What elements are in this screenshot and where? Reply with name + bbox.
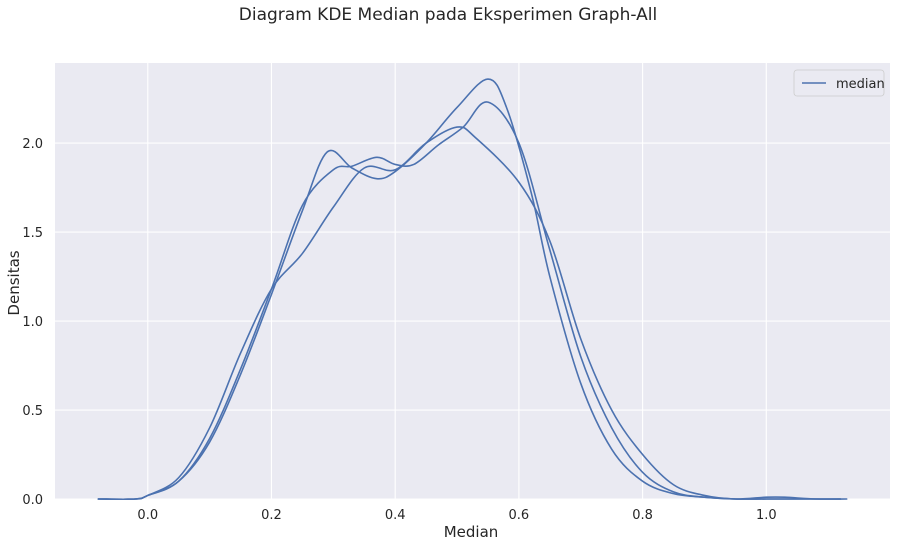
x-tick-label: 0.0 [137, 508, 158, 523]
x-tick-label: 0.8 [632, 508, 653, 523]
chart-title: Diagram KDE Median pada Eksperimen Graph… [239, 5, 657, 25]
legend: median [793, 69, 885, 97]
y-tick-label: 1.5 [22, 226, 43, 241]
x-axis-label: Median [444, 523, 499, 541]
x-tick-label: 0.2 [261, 508, 282, 523]
series-line-3 [97, 126, 848, 501]
plot-area [55, 63, 890, 499]
y-tick-label: 2.0 [22, 137, 43, 152]
y-gridlines [55, 142, 890, 500]
x-tick-label: 1.0 [756, 508, 777, 523]
series-layer [97, 78, 848, 501]
y-tick-label: 1.0 [22, 315, 43, 330]
y-tick-label: 0.0 [22, 493, 43, 508]
x-tick-label: 0.4 [385, 508, 406, 523]
x-gridlines [147, 63, 767, 499]
series-line-2 [97, 101, 842, 501]
legend-label: median [836, 77, 885, 92]
y-tick-label: 0.5 [22, 404, 43, 419]
legend-box [793, 69, 885, 97]
y-axis-label: Densitas [5, 250, 23, 315]
x-tick-labels: 0.0 0.2 0.4 0.6 0.8 1.0 [137, 508, 776, 523]
x-tick-label: 0.6 [509, 508, 530, 523]
y-tick-labels: 0.0 0.5 1.0 1.5 2.0 [22, 137, 43, 508]
